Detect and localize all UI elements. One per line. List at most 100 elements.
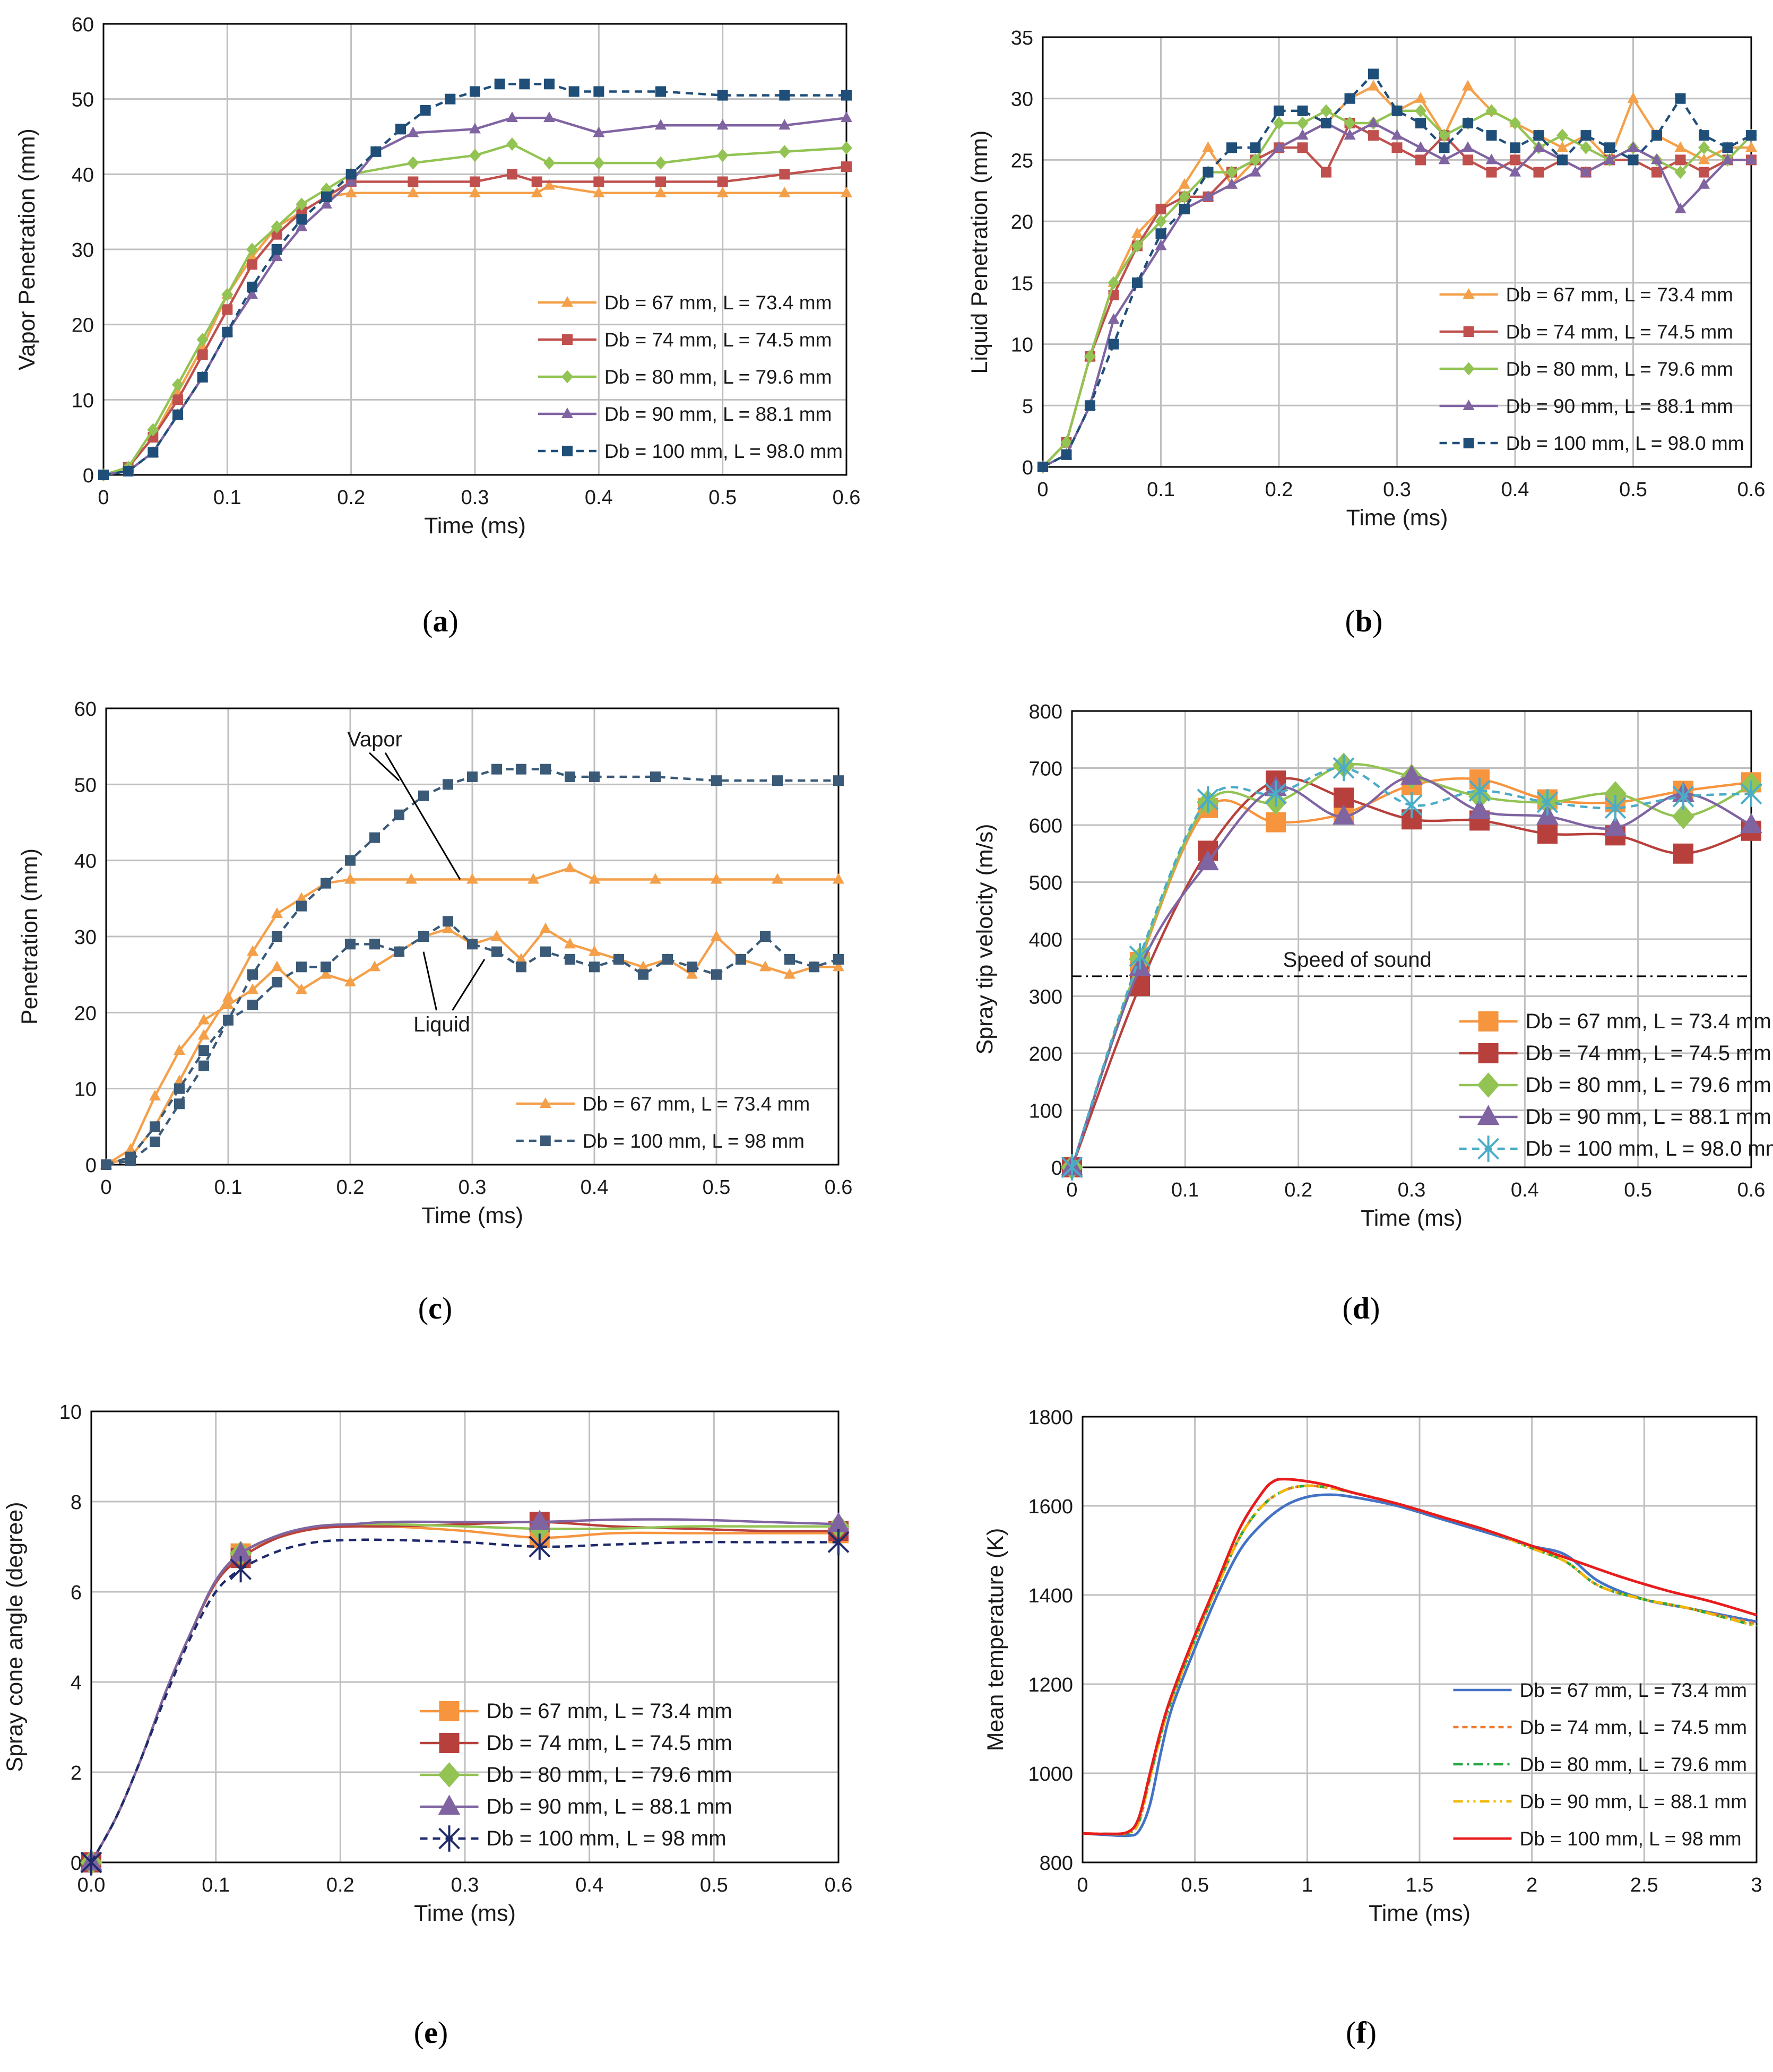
chart-d-legend-marker-0: [1478, 1011, 1499, 1031]
chart-c-marker-1-30: [833, 960, 844, 972]
chart-c-xlabel: Time (ms): [421, 1203, 523, 1228]
chart-b-ytick-label: 5: [1022, 395, 1033, 418]
chart-c-marker-1-19: [564, 938, 576, 949]
chart-d-marker-4-0: [1061, 1154, 1083, 1181]
chart-d-marker-4-6: [1468, 777, 1491, 804]
chart-b-marker-1-28: [1699, 167, 1709, 178]
chart-b-marker-2-16: [1415, 104, 1426, 118]
chart-a-marker-0-13: [531, 186, 543, 197]
chart-a-marker-4-3: [172, 409, 183, 420]
chart-a-marker-4-13: [420, 105, 431, 116]
chart-b-marker-3-7: [1202, 190, 1214, 201]
chart-a-marker-1-18: [779, 169, 790, 180]
chart-b-marker-3-24: [1604, 153, 1615, 164]
chart-e-ytick-label: 0: [71, 1852, 82, 1875]
chart-a-marker-4-10: [345, 169, 357, 180]
chart-c-annotation-arrow-1-1: [452, 959, 486, 1011]
chart-a-marker-0-17: [716, 186, 729, 197]
chart-f-ytick-label: 1400: [1028, 1585, 1073, 1607]
panel-label-paren: ): [1370, 1291, 1380, 1325]
panel-label-letter: a: [433, 604, 448, 638]
chart-b-marker-0-22: [1556, 141, 1568, 152]
chart-c-ytick-label: 50: [74, 774, 97, 796]
chart-f-ytick-label: 800: [1040, 1852, 1073, 1875]
chart-d-ytick-label: 600: [1029, 815, 1062, 837]
chart-b-marker-3-8: [1226, 178, 1238, 189]
chart-b-legend: Db = 67 mm, L = 73.4 mm Db = 74 mm, L = 7…: [1439, 284, 1744, 454]
chart-a-marker-3-8: [296, 220, 308, 231]
chart-b-marker-0-30: [1745, 141, 1757, 152]
chart-c-marker-1-25: [711, 930, 722, 941]
chart-d-ytick-label: 0: [1051, 1157, 1062, 1180]
chart-c-marker-0-14: [564, 862, 576, 872]
chart-f-ytick-label: 1000: [1028, 1763, 1073, 1785]
chart-e-legend: Db = 67 mm, L = 73.4 mm Db = 74 mm, L = 7…: [420, 1700, 732, 1852]
chart-c-marker-3-6: [247, 1000, 258, 1010]
chart-c-marker-2-12: [394, 809, 404, 820]
chart-c-legend: Db = 67 mm, L = 73.4 mm Db = 100 mm, L = …: [516, 1093, 810, 1152]
chart-d-xtick-label: 0.2: [1284, 1179, 1312, 1201]
chart-d-marker-4-9: [1672, 783, 1694, 810]
chart-b-legend-label-2: Db = 80 mm, L = 79.6 mm: [1506, 358, 1733, 380]
chart-c-marker-1-17: [515, 953, 527, 964]
chart-b-marker-4-8: [1226, 142, 1237, 153]
chart-b-xtick-label: 0.6: [1737, 479, 1766, 501]
chart-c-legend-marker-0: [539, 1097, 551, 1108]
chart-b-marker-1-16: [1415, 154, 1426, 166]
chart-a-marker-4-9: [321, 191, 332, 202]
chart-d-marker-4-3: [1265, 781, 1287, 807]
chart-d-marker-4-5: [1400, 792, 1423, 819]
chart-b-marker-3-28: [1698, 178, 1710, 189]
chart-f-ytick-label: 1200: [1028, 1674, 1073, 1696]
chart-b-marker-1-12: [1321, 167, 1331, 178]
chart-f-legend-label-1: Db = 74 mm, L = 74.5 mm: [1520, 1716, 1747, 1738]
chart-a: 0 0.1 0.2 0.3 0.4 0.5 0.6 0 10 20 30 40 50 60 Time (ms…: [14, 14, 860, 638]
chart-e-marker-4-1: [230, 1556, 252, 1583]
chart-b-marker-3-25: [1627, 141, 1639, 152]
chart-c-marker-3-11: [369, 939, 380, 950]
chart-a-marker-1-14: [531, 176, 542, 187]
chart-e-legend-marker-0: [439, 1701, 460, 1721]
chart-f-xtick-label: 1: [1302, 1874, 1313, 1896]
chart-b-marker-3-5: [1155, 239, 1167, 250]
chart-b-legend-marker-0: [1463, 288, 1475, 299]
chart-e-marker-4-2: [529, 1533, 551, 1560]
chart-b-xtick-label: 0.2: [1265, 479, 1293, 501]
chart-b-legend-marker-2: [1463, 362, 1475, 376]
chart-c-panel-label: (c): [418, 1291, 452, 1325]
chart-b-marker-3-15: [1391, 129, 1403, 140]
chart-d-legend-label-0: Db = 67 mm, L = 73.4 mm: [1526, 1010, 1771, 1033]
chart-e-xlabel: Time (ms): [414, 1901, 516, 1926]
chart-a-ylabel: Vapor Penetration (mm): [14, 128, 40, 370]
chart-a-marker-1-5: [222, 304, 233, 315]
chart-a-xtick-label: 0.1: [213, 487, 241, 509]
chart-c-marker-3-27: [760, 931, 771, 942]
chart-a-marker-3-13: [469, 123, 481, 134]
chart-c-ytick-label: 10: [74, 1079, 97, 1101]
chart-f-ylabel: Mean temperature (K): [983, 1528, 1008, 1752]
chart-c-marker-0-11: [405, 873, 417, 884]
chart-a-ytick-label: 20: [72, 315, 94, 337]
chart-c-annotation-arrow-1-0: [422, 951, 437, 1011]
chart-c-marker-3-9: [321, 961, 331, 973]
chart-c-marker-3-22: [638, 969, 648, 980]
chart-c-marker-2-21: [650, 771, 661, 782]
chart-d-series-line-4: [1070, 767, 1752, 1168]
chart-a-marker-3-20: [841, 111, 852, 123]
chart-e-marker-3-1: [229, 1541, 252, 1562]
chart-c-marker-0-5: [222, 991, 234, 1002]
chart-b-marker-4-12: [1321, 118, 1331, 128]
panel-label-letter: b: [1355, 604, 1372, 638]
chart-a-marker-0-16: [655, 186, 667, 197]
chart-b-marker-4-13: [1344, 93, 1355, 104]
chart-b-marker-0-16: [1415, 92, 1426, 103]
chart-b-marker-2-4: [1131, 239, 1143, 253]
chart-c-annotation-arrow-0-0: [368, 752, 400, 782]
chart-d-marker-4-2: [1197, 786, 1219, 813]
chart-c-marker-2-6: [247, 969, 258, 980]
chart-b-marker-1-5: [1155, 204, 1166, 214]
chart-c-marker-2-13: [418, 790, 429, 801]
chart-b-marker-0-14: [1368, 80, 1379, 91]
panel-label-letter: d: [1353, 1291, 1370, 1325]
chart-a-marker-3-6: [246, 288, 258, 299]
